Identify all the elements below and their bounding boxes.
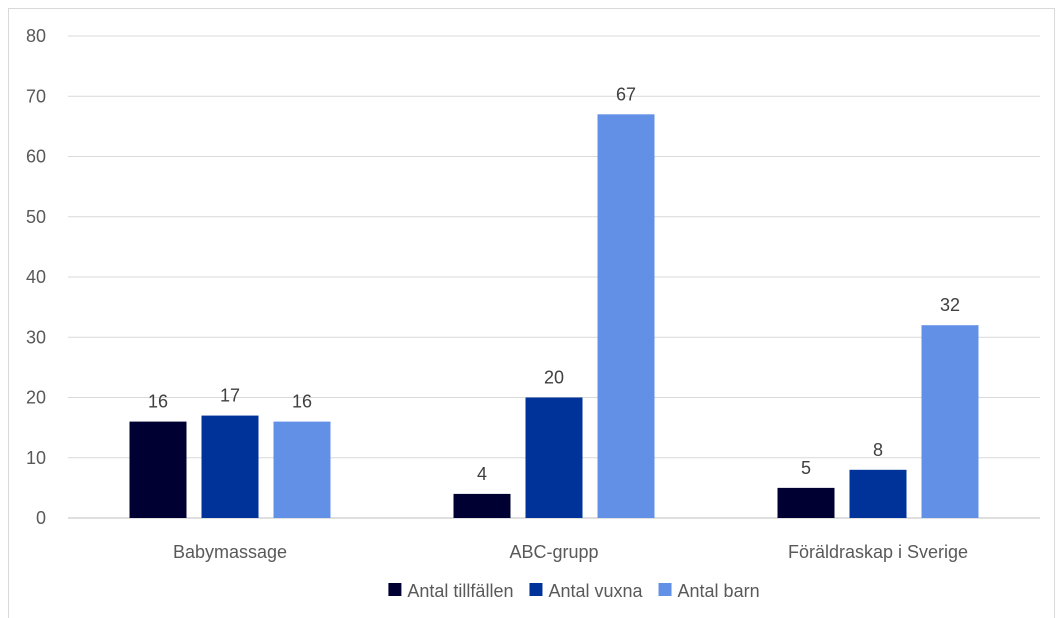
y-tick-label: 40 bbox=[26, 267, 46, 287]
y-tick-label: 20 bbox=[26, 388, 46, 408]
bar bbox=[921, 325, 979, 518]
data-label: 5 bbox=[801, 458, 811, 478]
legend-label: Antal tillfällen bbox=[407, 581, 513, 601]
legend-label: Antal vuxna bbox=[548, 581, 643, 601]
bar bbox=[453, 493, 511, 518]
legend-label: Antal barn bbox=[678, 581, 760, 601]
data-label: 67 bbox=[616, 84, 636, 104]
chart-frame bbox=[8, 8, 1055, 618]
data-label: 16 bbox=[292, 392, 312, 412]
legend-swatch bbox=[388, 583, 402, 596]
y-tick-label: 0 bbox=[36, 508, 46, 528]
category-label: Föräldraskap i Sverige bbox=[788, 542, 968, 562]
y-tick-label: 70 bbox=[26, 86, 46, 106]
bar bbox=[201, 415, 259, 518]
bar bbox=[273, 421, 331, 518]
bar bbox=[597, 114, 655, 518]
bar bbox=[849, 469, 907, 518]
data-label: 8 bbox=[873, 440, 883, 460]
bar bbox=[777, 487, 835, 518]
data-label: 4 bbox=[477, 464, 487, 484]
data-label: 32 bbox=[940, 295, 960, 315]
legend-swatch bbox=[529, 583, 543, 596]
y-tick-label: 30 bbox=[26, 327, 46, 347]
bar bbox=[525, 397, 583, 518]
data-label: 16 bbox=[148, 392, 168, 412]
data-label: 20 bbox=[544, 368, 564, 388]
y-tick-label: 10 bbox=[26, 448, 46, 468]
category-label: ABC-grupp bbox=[509, 542, 598, 562]
y-tick-label: 80 bbox=[26, 26, 46, 46]
y-tick-label: 60 bbox=[26, 147, 46, 167]
y-tick-label: 50 bbox=[26, 207, 46, 227]
bar bbox=[129, 421, 187, 518]
category-label: Babymassage bbox=[173, 542, 287, 562]
legend-swatch bbox=[658, 583, 672, 596]
data-label: 17 bbox=[220, 386, 240, 406]
